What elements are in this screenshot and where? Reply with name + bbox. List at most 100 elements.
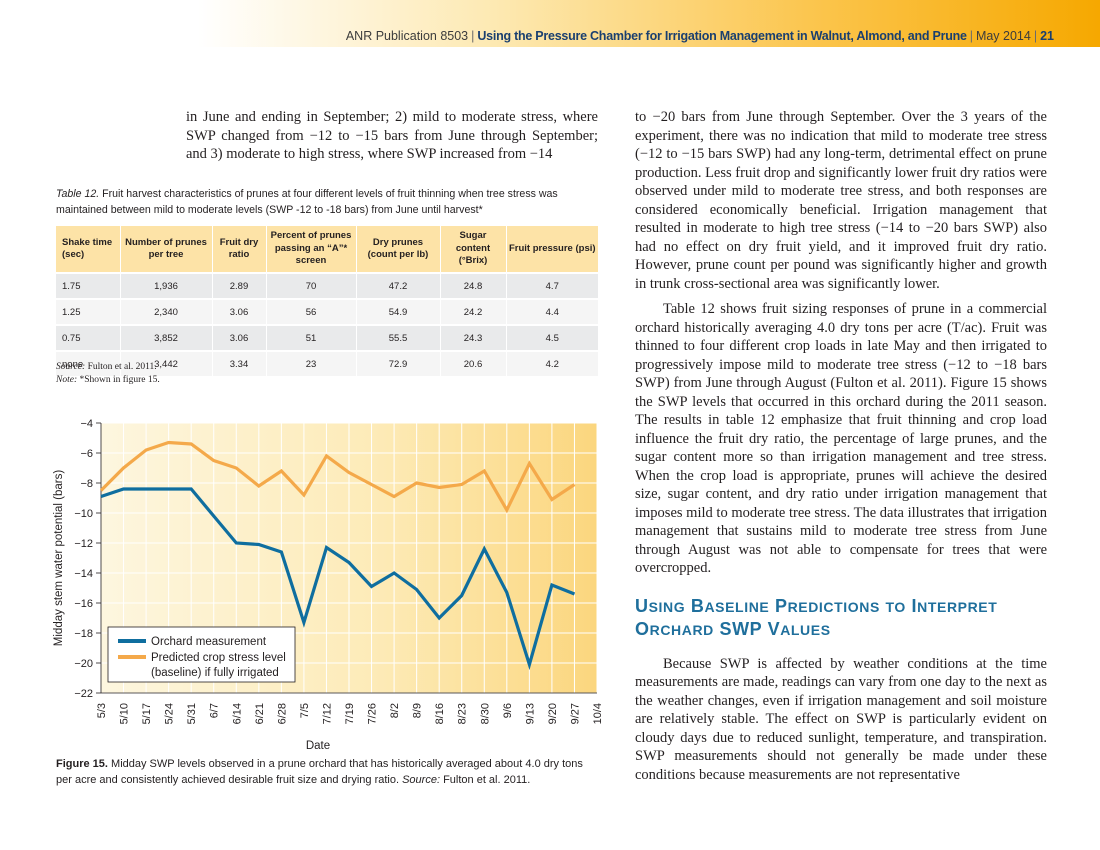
publication-title: Using the Pressure Chamber for Irrigatio… [477, 29, 967, 43]
table-header-row: Shake time (sec) Number of prunes per tr… [56, 226, 598, 273]
table-cell: 2,340 [119, 298, 212, 325]
x-tick-label: 8/9 [412, 703, 424, 718]
figure-caption-text: Midday SWP levels observed in a prune or… [56, 758, 583, 786]
x-tick-label: 10/4 [592, 703, 604, 724]
y-tick-label: −10 [74, 508, 93, 520]
table-cell: 55.5 [355, 324, 440, 351]
x-tick-label: 5/17 [141, 703, 153, 724]
table-header-cell: Percent of prunes passing an “A”* screen [265, 226, 356, 273]
swp-line-chart: −4 −6 −8 −10 −12 −14 −16 −18 −20 −225/3 5/10 5/17 5/… [53, 418, 604, 752]
x-tick-label: 9/27 [569, 703, 581, 724]
section-heading: USING BASELINE PREDICTIONS TO INTERPRET … [635, 595, 1047, 641]
table-cell: 1.75 [56, 272, 120, 299]
section-heading-line2: ORCHARD SWP VALUES [635, 618, 831, 639]
table-header-cell: Number of prunes per tree [119, 226, 212, 273]
series-layer [99, 440, 576, 671]
publication-date: May 2014 [975, 29, 1031, 43]
figure-source-label: Source: [402, 773, 441, 786]
y-axis-label: Midday stem water potential (bars) [53, 470, 65, 647]
x-tick-label: 7/5 [299, 703, 311, 718]
chart-legend: Orchard measurement Predicted crop stres… [107, 626, 296, 683]
table-header-cell: Dry prunes (count per lb) [355, 226, 440, 273]
table-row: 0.75 3,852 3.06 51 55.5 24.3 4.5 [56, 324, 598, 351]
running-header: ANR Publication 8503 | Using the Pressure … [345, 29, 1054, 43]
x-tick-label: 5/3 [96, 703, 108, 718]
x-tick-label: 5/24 [164, 703, 176, 724]
x-tick-label: 8/30 [479, 703, 491, 724]
legend-label-baseline-line2: (baseline) if fully irrigated [151, 667, 279, 679]
table-cell: 23 [265, 350, 356, 376]
x-tick-label: 9/13 [524, 703, 536, 724]
table-cell: 20.6 [439, 350, 506, 376]
y-tick-label: −22 [74, 688, 93, 700]
section-heading-line1: USING BASELINE PREDICTIONS TO INTERPRET [635, 595, 998, 616]
page-number: 21 [1040, 29, 1054, 43]
x-tick-label: 5/31 [186, 703, 198, 724]
table-header-cell: Fruit dry ratio [211, 226, 266, 273]
table-cell: 54.9 [355, 298, 440, 325]
table-cell: 4.5 [505, 324, 598, 351]
x-tick-label: 8/23 [457, 703, 469, 724]
x-tick-label: 9/20 [547, 703, 559, 724]
grid-layer [100, 422, 598, 694]
x-tick-label: 7/19 [344, 703, 356, 724]
y-tick-label: −4 [80, 418, 93, 430]
table-source-label: Source: [56, 362, 86, 372]
x-tick-label: 6/28 [276, 703, 288, 724]
figure-caption: Figure 15. Midday SWP levels observed in… [56, 757, 596, 788]
table-cell: 0.75 [56, 324, 120, 351]
table-row: 1.25 2,340 3.06 56 54.9 24.2 4.4 [56, 298, 598, 325]
series-line-orchard [100, 487, 576, 671]
x-tick-label: 7/12 [321, 703, 333, 724]
left-column-text: in June and ending in September; 2) mild… [186, 109, 598, 162]
paragraph-table12: Table 12 shows fruit sizing responses of… [635, 301, 1047, 576]
table-caption: Table 12. Fruit harvest characteristics … [56, 187, 601, 218]
legend-label-baseline-line1: Predicted crop stress level [151, 652, 286, 664]
table-cell: 70 [265, 272, 356, 299]
x-tick-label: 6/21 [254, 703, 266, 724]
legend-label-baseline: Predicted crop stress level (baseline) i… [151, 652, 289, 679]
table-row: none 3,442 3.34 23 72.9 20.6 4.2 [56, 350, 598, 376]
table-cell: 2.89 [211, 272, 266, 299]
y-tick-label: −20 [74, 658, 93, 670]
y-tick-label: −8 [80, 478, 93, 490]
table-cell: 51 [265, 324, 356, 351]
axis-layer: −4 −6 −8 −10 −12 −14 −16 −18 −20 −225/3 5/10 5/17 5/… [74, 418, 604, 724]
table-cell: 24.8 [439, 272, 506, 299]
right-column: to −20 bars from June through September.… [635, 108, 1047, 784]
table-cell: 72.9 [355, 350, 440, 376]
data-table: Shake time (sec) Number of prunes per tr… [56, 226, 598, 376]
y-tick-label: −12 [74, 538, 93, 550]
table-cell: 1,936 [119, 272, 212, 299]
publication-number: ANR Publication 8503 [345, 29, 469, 43]
table-cell: 4.7 [505, 272, 598, 299]
x-tick-label: 8/16 [434, 703, 446, 724]
y-tick-label: −6 [80, 448, 93, 460]
table-cell: 47.2 [355, 272, 440, 299]
legend-box [107, 626, 296, 683]
table-header-cell: Fruit pressure (psi) [505, 226, 598, 273]
table-row: 1.75 1,936 2.89 70 47.2 24.8 4.7 [56, 272, 598, 299]
y-tick-label: −16 [74, 598, 93, 610]
table-source-text: Fulton et al. 2011. [87, 362, 157, 372]
table-caption-text: Fruit harvest characteristics of prunes … [56, 188, 558, 216]
table-cell: 3.34 [211, 350, 266, 376]
table-cell: 24.2 [439, 298, 506, 325]
table-note-label: Note: [56, 375, 78, 385]
table-cell: 3.06 [211, 324, 266, 351]
table-cell: none [56, 350, 120, 376]
paragraph-baseline: Because SWP is affected by weather condi… [635, 655, 1047, 783]
table-note: Note: *Shown in figure 15. [56, 374, 160, 387]
table-header-cell: Sugar content (°Brix) [439, 226, 506, 273]
table-cell: 56 [265, 298, 356, 325]
table-cell: 3,442 [119, 350, 212, 376]
x-tick-label: 6/14 [231, 703, 243, 724]
legend-label-orchard: Orchard measurement [151, 636, 267, 648]
table-cell: 3.06 [211, 298, 266, 325]
table-cell: 24.3 [439, 324, 506, 351]
table-cell: 4.4 [505, 298, 598, 325]
figure-source-text: Fulton et al. 2011. [443, 773, 531, 786]
series-line-baseline [99, 440, 576, 514]
y-tick-label: −14 [74, 568, 93, 580]
x-tick-label: 9/6 [502, 703, 514, 718]
